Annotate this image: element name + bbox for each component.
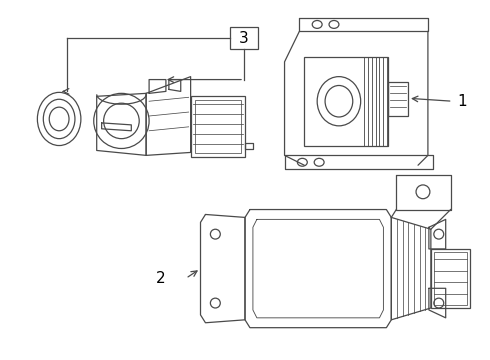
Text: 3: 3 xyxy=(239,31,249,46)
Bar xyxy=(304,57,389,145)
Bar xyxy=(191,96,245,157)
Bar xyxy=(434,252,467,305)
Text: 1: 1 xyxy=(458,94,467,109)
Text: 2: 2 xyxy=(156,271,166,286)
Bar xyxy=(389,82,408,116)
Bar xyxy=(431,249,470,308)
Bar xyxy=(230,27,258,49)
Bar xyxy=(195,100,241,153)
